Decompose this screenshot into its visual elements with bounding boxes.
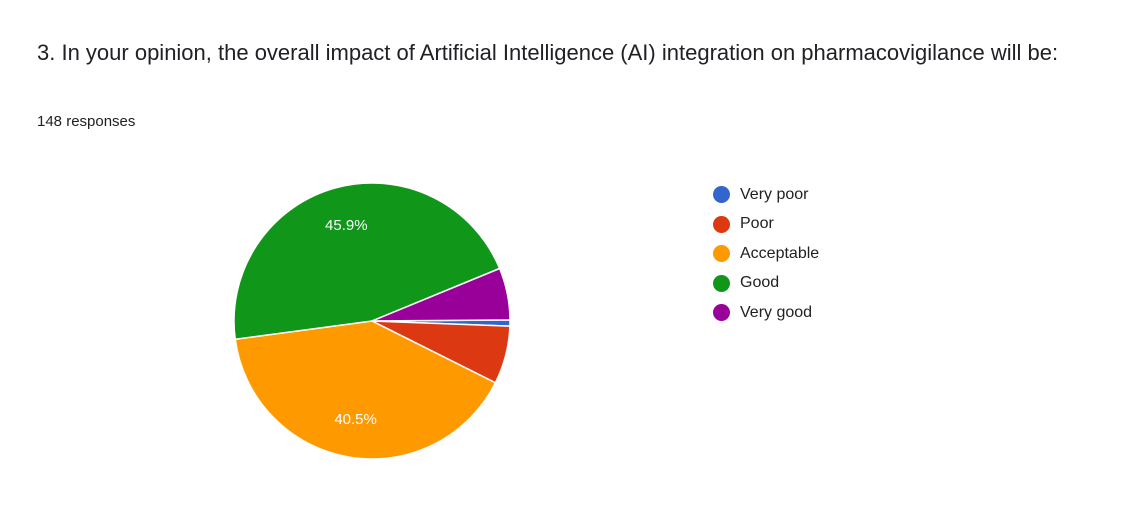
pie-slices [233, 182, 511, 460]
legend-swatch [713, 215, 730, 233]
legend-item: Very poor [713, 180, 819, 210]
legend-label: Acceptable [740, 244, 820, 262]
chart-legend: Very poor Poor Acceptable Good Very good [713, 180, 819, 328]
legend-swatch [713, 186, 730, 204]
pie-data-label: 40.5% [334, 411, 377, 428]
legend-swatch [713, 245, 730, 263]
pie-chart: 40.5% 45.9% [233, 182, 511, 460]
pie-slice-good [233, 182, 501, 341]
pie-data-labels: 40.5% 45.9% [325, 217, 377, 428]
pie-slice-very-good [371, 267, 511, 322]
legend-label: Good [740, 274, 780, 292]
response-count: 148 responses [37, 113, 136, 130]
pie-slice-acceptable [234, 320, 497, 460]
legend-swatch [713, 274, 730, 292]
legend-item: Very good [713, 298, 819, 328]
legend-label: Very good [740, 303, 813, 321]
pie-data-label: 45.9% [325, 217, 368, 234]
legend-swatch [713, 304, 730, 322]
legend-label: Poor [740, 215, 774, 233]
legend-item: Good [713, 269, 819, 299]
question-title: 3. In your opinion, the overall impact o… [37, 40, 1059, 65]
legend-item: Poor [713, 210, 819, 240]
legend-label: Very poor [740, 185, 809, 203]
legend-item: Acceptable [713, 239, 819, 269]
